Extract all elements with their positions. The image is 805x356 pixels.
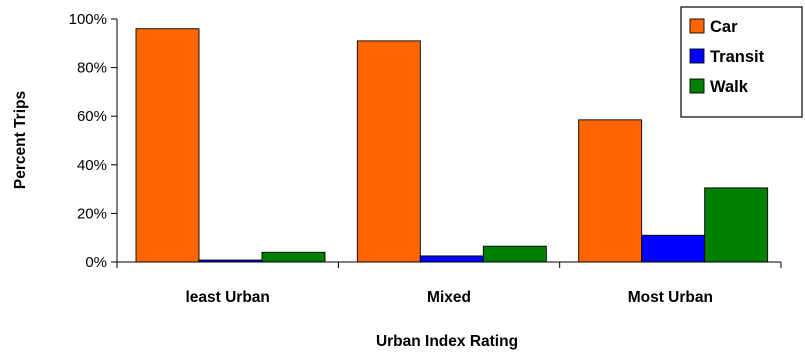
legend-label-transit: Transit [710,48,765,66]
legend-swatch-transit [689,48,705,64]
y-tick-label: 60% [77,108,107,125]
x-tick-label: Mixed [427,289,471,306]
bar-walk [261,251,326,263]
bar-transit [419,255,484,263]
bar-car [135,28,200,263]
legend-swatch-car [689,18,705,34]
legend-swatch-walk [689,78,705,94]
x-tick-label: Most Urban [628,289,713,306]
y-ticks: 0% 20% 40% 60% 80% 100% [69,11,117,271]
bar-walk [482,245,547,263]
bar-car [356,40,421,263]
y-tick-label: 100% [69,11,107,28]
bar-car [578,119,643,263]
x-axis-title: Urban Index Rating [376,333,518,350]
y-axis: 0% 20% 40% 60% 80% 100% [69,11,118,271]
legend-label-car: Car [710,18,738,36]
y-tick-label: 20% [77,205,107,222]
legend: Car Transit Walk [680,6,803,118]
bars-group [135,28,769,263]
y-tick-label: 40% [77,157,107,174]
x-axis: least Urban Mixed Most Urban [116,261,782,306]
x-ticks: least Urban Mixed Most Urban [116,262,782,306]
bar-transit [641,234,706,263]
x-tick-label: least Urban [185,289,269,306]
y-tick-label: 80% [77,60,107,77]
bar-walk [704,187,769,263]
legend-label-walk: Walk [710,78,749,96]
y-axis-title: Percent Trips [12,91,29,189]
y-tick-label: 0% [85,254,107,271]
